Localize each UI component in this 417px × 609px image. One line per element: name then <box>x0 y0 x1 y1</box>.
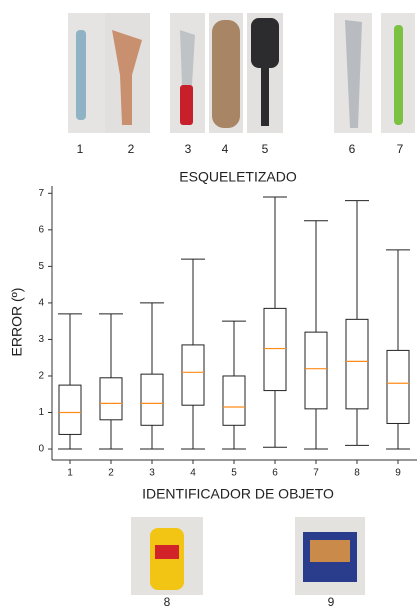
box <box>387 350 409 423</box>
photo-label: 7 <box>397 142 404 156</box>
photo-label: 1 <box>77 142 84 156</box>
photo-label: 6 <box>349 142 356 156</box>
x-tick-label: 3 <box>149 468 155 479</box>
box <box>223 376 245 425</box>
box <box>100 378 122 420</box>
x-tick-label: 4 <box>190 468 196 479</box>
photos-bottom <box>131 517 365 595</box>
y-tick-label: 1 <box>38 407 44 418</box>
y-tick-label: 5 <box>38 261 44 272</box>
photo-object <box>212 20 240 128</box>
box <box>264 308 286 390</box>
photo-object <box>394 25 403 125</box>
x-tick-label: 9 <box>395 468 401 479</box>
x-tick-label: 5 <box>231 468 237 479</box>
photo-label: 3 <box>185 142 192 156</box>
y-tick-label: 4 <box>38 298 44 309</box>
photos-top <box>68 13 415 133</box>
photo-label: 2 <box>128 142 135 156</box>
y-tick-label: 2 <box>38 371 44 382</box>
x-tick-label: 7 <box>313 468 319 479</box>
box <box>305 332 327 409</box>
photo-object <box>261 68 269 126</box>
y-tick-label: 7 <box>38 188 44 199</box>
x-axis-label: IDENTIFICADOR DE OBJETO <box>142 486 334 502</box>
photo-label: 9 <box>328 595 335 609</box>
photo-label: 4 <box>222 142 229 156</box>
box <box>141 374 163 425</box>
y-tick-label: 0 <box>38 444 44 455</box>
photo-object <box>310 540 350 562</box>
box <box>182 345 204 405</box>
page: {"photo_labels": {"top": ["1", "2", "3",… <box>0 0 417 609</box>
chart-title: ESQUELETIZADO <box>179 169 297 185</box>
photo-object <box>76 30 86 120</box>
x-tick-label: 8 <box>354 468 360 479</box>
photo-label: 5 <box>262 142 269 156</box>
figure: ESQUELETIZADO IDENTIFICADOR DE OBJETO ER… <box>0 0 417 609</box>
box <box>59 385 81 434</box>
y-tick-label: 6 <box>38 224 44 235</box>
x-tick-label: 2 <box>108 468 114 479</box>
photo-label: 8 <box>164 595 171 609</box>
x-tick-label: 6 <box>272 468 278 479</box>
photo-object <box>180 85 193 125</box>
x-tick-label: 1 <box>67 468 73 479</box>
photo-object <box>251 18 279 68</box>
box <box>346 319 368 409</box>
photo-object <box>155 545 179 559</box>
y-axis-label: ERROR (º) <box>9 288 25 357</box>
y-tick-label: 3 <box>38 334 44 345</box>
photo <box>68 13 105 133</box>
